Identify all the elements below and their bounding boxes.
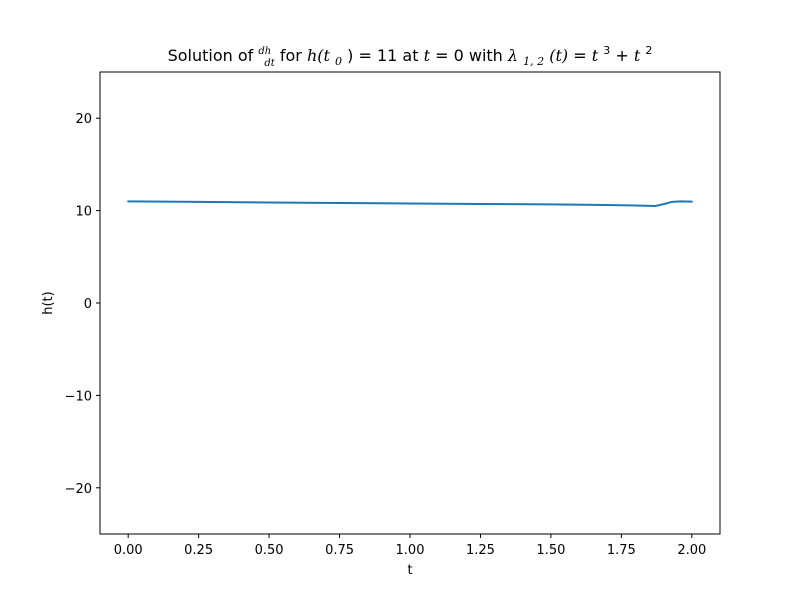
title-t1: t [592, 46, 599, 65]
y-axis-ticks: −20 −10 0 10 20 [65, 112, 100, 497]
x-tick-label: 1.00 [396, 543, 425, 558]
x-tick-label: 0.50 [255, 543, 284, 558]
title-plus: + [615, 46, 634, 65]
title-lambda-arg: (t) [549, 46, 568, 65]
x-tick-label: 1.25 [466, 543, 495, 558]
x-axis-ticks: 0.00 0.25 0.50 0.75 1.00 1.25 1.50 1.75 2.00 [114, 534, 706, 558]
title-eq3: = [573, 46, 592, 65]
title-h-close: ) [347, 46, 353, 65]
title-t2: t [634, 46, 641, 65]
y-tick-label: 20 [75, 112, 92, 127]
title-lambda-sub: 1, 2 [523, 55, 544, 68]
title-t-var: t [424, 46, 431, 65]
title-p2: 2 [645, 44, 652, 57]
title-prefix: Solution of [168, 46, 259, 65]
title-frac-num: dh [258, 46, 271, 57]
title-eq1: = 11 at [358, 46, 423, 65]
x-axis-label: t [407, 563, 412, 578]
y-axis-label: h(t) [41, 291, 56, 314]
title-p1: 3 [603, 44, 610, 57]
series-layer [127, 200, 693, 207]
y-tick-label: 0 [84, 297, 92, 312]
x-tick-label: 0.00 [114, 543, 143, 558]
x-tick-label: 1.75 [607, 543, 636, 558]
title-h-expr: h(t [307, 46, 331, 65]
x-tick-label: 0.75 [325, 543, 354, 558]
chart-title: Solution of dh dt for h(t 0 ) = 11 at t … [168, 39, 653, 70]
x-tick-label: 0.25 [184, 543, 213, 558]
series-line-0 [127, 200, 693, 207]
y-tick-label: −20 [65, 482, 92, 497]
title-mid1: for [280, 46, 307, 65]
title-h-sub: 0 [335, 55, 342, 68]
plot-frame [99, 71, 721, 535]
x-tick-label: 1.50 [536, 543, 565, 558]
title-frac-den: dt [264, 58, 275, 69]
title-eq2: = 0 with [435, 46, 508, 65]
x-tick-label: 2.00 [677, 543, 706, 558]
y-tick-label: 10 [75, 205, 92, 220]
y-tick-label: −10 [65, 389, 92, 404]
title-lambda: λ [507, 46, 518, 65]
